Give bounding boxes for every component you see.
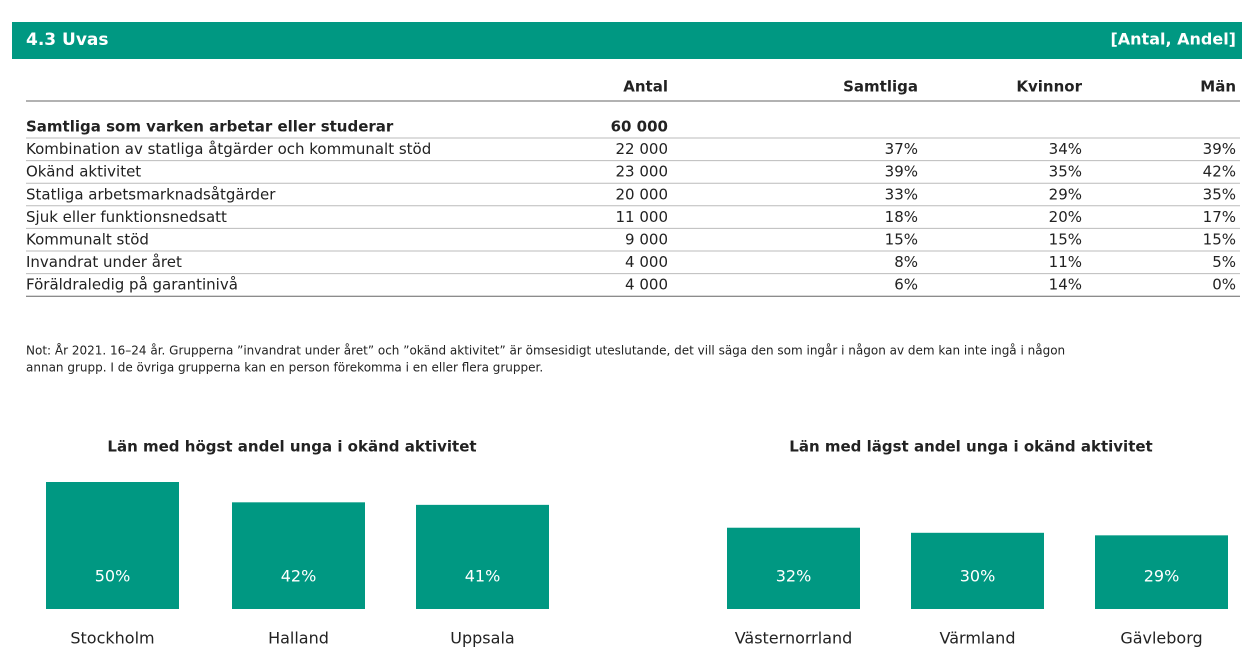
cell: 8% [894, 253, 918, 271]
cell: 33% [885, 185, 918, 203]
bar [727, 527, 860, 609]
cell: 39% [1203, 140, 1236, 158]
value-label: 42% [281, 567, 317, 586]
value-label: 29% [1144, 567, 1180, 586]
cell: 35% [1049, 163, 1082, 181]
cell: 14% [1049, 276, 1082, 294]
column-header: Män [1200, 78, 1236, 96]
cell: 6% [894, 276, 918, 294]
row-label: Kombination av statliga åtgärder och kom… [26, 140, 431, 158]
cell: 35% [1203, 185, 1236, 203]
bar [911, 532, 1044, 609]
cell: 23 000 [616, 163, 669, 181]
cell: 5% [1212, 253, 1236, 271]
cell: 22 000 [616, 140, 669, 158]
cell: 11 000 [616, 208, 669, 226]
row-label: Föräldraledig på garantinivå [26, 276, 238, 294]
row-label: Okänd aktivitet [26, 163, 141, 181]
cell: 15% [1203, 231, 1236, 249]
chart-title: Län med högst andel unga i okänd aktivit… [107, 438, 476, 456]
cell: 20 000 [616, 185, 669, 203]
row-label: Sjuk eller funktionsnedsatt [26, 208, 227, 226]
category-label: Stockholm [70, 629, 154, 648]
value-label: 32% [776, 567, 812, 586]
row-label: Statliga arbetsmarknadsåtgärder [26, 185, 276, 203]
column-header: Antal [623, 78, 668, 96]
bar [1095, 535, 1228, 609]
column-header: Kvinnor [1016, 78, 1082, 96]
cell: 20% [1049, 208, 1082, 226]
section-title: 4.3 Uvas [26, 30, 109, 50]
note: annan grupp. I de övriga grupperna kan e… [26, 361, 543, 375]
cell: 39% [885, 163, 918, 181]
cell: 29% [1049, 185, 1082, 203]
cell: 34% [1049, 140, 1082, 158]
row-label: Samtliga som varken arbetar eller studer… [26, 118, 394, 136]
row-label: Invandrat under året [26, 253, 182, 271]
category-label: Uppsala [450, 629, 514, 648]
category-label: Gävleborg [1120, 629, 1202, 648]
value-label: 50% [95, 567, 131, 586]
row-label: Kommunalt stöd [26, 231, 149, 249]
bar [232, 502, 365, 609]
bar [46, 482, 179, 609]
cell: 0% [1212, 276, 1236, 294]
column-header: Samtliga [843, 78, 918, 96]
value-label: 41% [465, 567, 501, 586]
category-label: Halland [268, 629, 329, 648]
note: Not: År 2021. 16–24 år. Grupperna ”invan… [26, 343, 1065, 358]
cell: 60 000 [611, 118, 668, 136]
units: [Antal, Andel] [1110, 30, 1236, 49]
category-label: Västernorrland [735, 629, 853, 648]
cell: 9 000 [625, 231, 668, 249]
cell: 15% [1049, 231, 1082, 249]
cell: 42% [1203, 163, 1236, 181]
cell: 18% [885, 208, 918, 226]
cell: 4 000 [625, 276, 668, 294]
category-label: Värmland [940, 629, 1016, 648]
header-bar [12, 22, 1242, 59]
value-label: 30% [960, 567, 996, 586]
cell: 11% [1049, 253, 1082, 271]
cell: 15% [885, 231, 918, 249]
cell: 37% [885, 140, 918, 158]
cell: 4 000 [625, 253, 668, 271]
chart-title: Län med lägst andel unga i okänd aktivit… [789, 438, 1152, 456]
bar [416, 504, 549, 609]
cell: 17% [1203, 208, 1236, 226]
